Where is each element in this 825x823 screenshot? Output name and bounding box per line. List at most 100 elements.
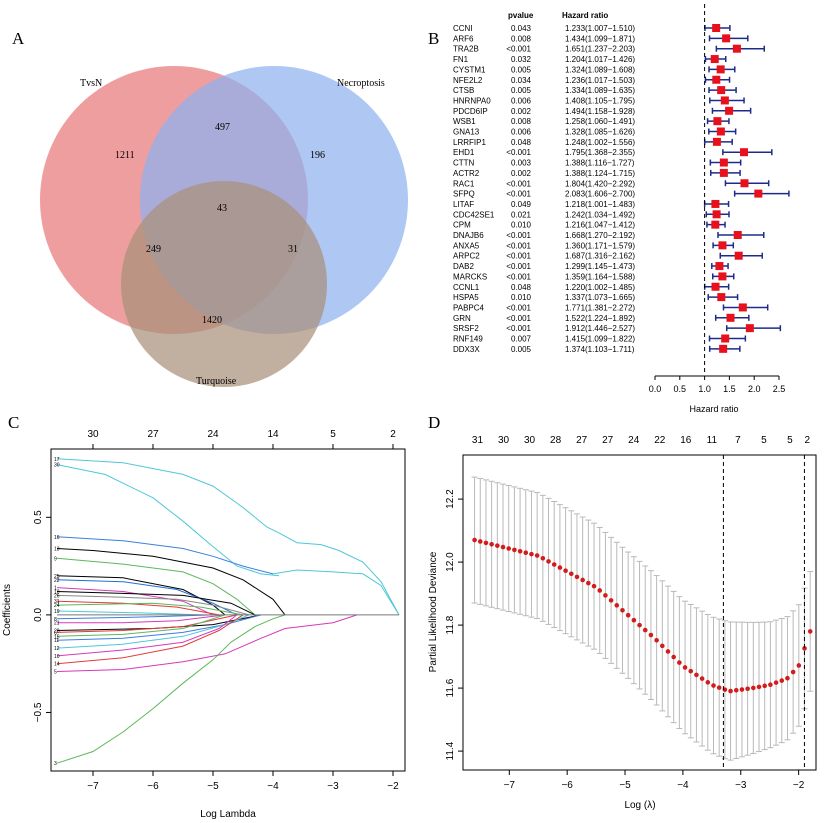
lasso-start-label: 5 — [54, 669, 57, 675]
forest-point — [722, 34, 731, 43]
lasso-x-tick-label: −3 — [327, 781, 339, 792]
cv-x-tick-label: −2 — [793, 780, 805, 791]
cv-axes: −7 −6 −5 −4 −3 −2 11.4 11.6 11.8 12.0 12.2 31 30 30 28… — [445, 435, 811, 791]
cv-point — [495, 543, 500, 548]
cv-point — [597, 588, 603, 593]
forest-gene-label: RNF149 — [453, 335, 483, 344]
forest-pvalue: <0.001 — [506, 179, 531, 188]
forest-gene-label: HNRNPA0 — [453, 96, 491, 105]
cv-point — [631, 617, 637, 623]
lasso-path-line — [56, 614, 244, 665]
lasso-start-label: 12 — [54, 646, 60, 652]
cv-point — [739, 687, 745, 692]
forest-pvalue: 0.005 — [511, 65, 532, 74]
lasso-y-tick-label: 0.0 — [33, 607, 44, 621]
panel-label-c: C — [8, 413, 19, 432]
forest-point — [710, 55, 719, 64]
forest-gene-label: CDC42SE1 — [453, 210, 495, 219]
cv-top-tick-label: 7 — [735, 435, 741, 446]
cv-point — [648, 632, 654, 638]
cv-point — [756, 684, 762, 690]
forest-point — [719, 158, 728, 167]
cv-point — [779, 678, 785, 683]
cv-x-tick-label: −3 — [735, 780, 747, 791]
cv-point — [477, 539, 483, 544]
lasso-ylabel: Coefficients — [2, 584, 13, 636]
cv-point — [654, 637, 659, 643]
venn-label-necroptosis: Necroptosis — [337, 78, 385, 89]
cv-point — [472, 537, 477, 543]
forest-gene-label: SRSF2 — [453, 324, 479, 333]
cv-y-tick-label: 11.6 — [445, 678, 456, 697]
lasso-start-label: 31 — [54, 599, 60, 605]
forest-pvalue: 0.032 — [511, 55, 532, 64]
cv-point — [637, 622, 642, 628]
forest-hr-text: 1.299(1.145−1.473) — [565, 262, 635, 271]
forest-hr-text: 1.328(1.085−1.626) — [565, 128, 635, 137]
forest-hr-text: 1.795(1.368−2.355) — [565, 148, 635, 157]
cv-point — [694, 672, 699, 678]
cv-x-tick-label: −5 — [619, 780, 631, 791]
lasso-top-tick-label: 5 — [330, 429, 336, 440]
lasso-path-line — [56, 587, 214, 616]
lasso-start-label: 25 — [54, 574, 60, 580]
forest-gene-label: CCNL1 — [453, 283, 480, 292]
cv-point — [728, 688, 733, 694]
cv-top-tick-label: 30 — [524, 435, 536, 446]
forest-pvalue: <0.001 — [506, 252, 531, 261]
lasso-y-tick-label: −0.5 — [33, 702, 44, 722]
cv-top-tick-label: 24 — [628, 435, 640, 446]
cv-point — [517, 549, 523, 554]
cv-top-tick-label: 2 — [805, 435, 811, 446]
cv-plot-frame — [462, 454, 817, 771]
lasso-path-line — [56, 614, 238, 633]
forest-header-hr: Hazard ratio — [562, 11, 608, 20]
cv-point — [688, 668, 694, 674]
venn-count-necro-only: 196 — [310, 150, 325, 161]
cv-point — [614, 603, 620, 608]
lasso-start-label: 22 — [54, 578, 60, 584]
forest-hr-text: 1.334(1.089−1.635) — [565, 86, 635, 95]
cv-point — [711, 683, 716, 688]
lasso-start-label: 17 — [54, 457, 60, 463]
cv-point — [591, 583, 597, 589]
cv-point — [762, 683, 768, 689]
lasso-xlabel: Log Lambda — [200, 809, 256, 820]
cv-point — [642, 627, 648, 633]
forest-pvalue: 0.048 — [511, 283, 532, 292]
venn-label-turquoise: Turquoise — [196, 376, 237, 387]
forest-hr-text: 1.324(1.089−1.608) — [565, 65, 635, 74]
forest-tick-label: 2.5 — [773, 384, 786, 394]
cv-point — [551, 562, 557, 567]
forest-hr-text: 1.434(1.099−1.871) — [565, 34, 635, 43]
forest-point — [745, 324, 754, 333]
cv-point — [807, 629, 813, 634]
lasso-path-line — [56, 594, 250, 616]
forest-pvalue: 0.005 — [511, 86, 532, 95]
forest-point — [711, 220, 720, 229]
venn-count-necro-turq: 31 — [288, 244, 298, 255]
forest-hr-text: 1.522(1.224−1.892) — [565, 314, 635, 323]
cv-point — [523, 550, 529, 556]
forest-point — [717, 86, 726, 95]
cv-point — [500, 544, 506, 550]
forest-hr-text: 1.242(1.034−1.492) — [565, 210, 635, 219]
forest-pvalue: 0.034 — [511, 76, 532, 85]
forest-hr-text: 1.651(1.237−2.203) — [565, 45, 635, 54]
lasso-x-tick-label: −5 — [207, 781, 219, 792]
cv-point — [699, 676, 705, 681]
forest-gene-label: NFE2L2 — [453, 76, 483, 85]
forest-pvalue: 0.048 — [511, 138, 532, 147]
cv-point — [745, 686, 750, 692]
cv-point — [671, 654, 676, 660]
forest-point — [726, 313, 735, 322]
cv-point — [546, 559, 551, 564]
lasso-start-label: 6 — [54, 630, 57, 636]
forest-hr-text: 1.388(1.116−1.727) — [565, 159, 635, 168]
lasso-path-line — [56, 614, 238, 657]
forest-pvalue: 0.007 — [511, 335, 532, 344]
forest-point — [719, 168, 728, 177]
forest-gene-label: HSPA5 — [453, 293, 479, 302]
cv-point — [534, 553, 540, 558]
